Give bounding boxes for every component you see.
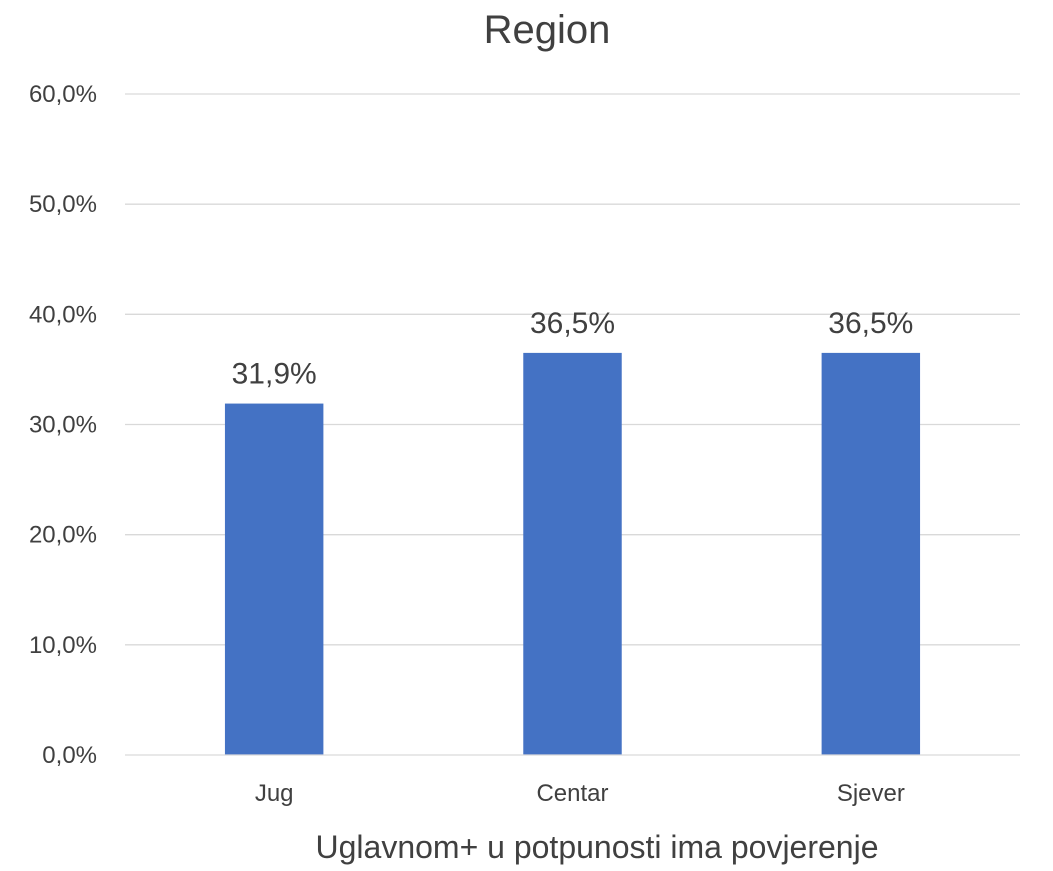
y-tick-label: 20,0%	[29, 522, 97, 549]
x-tick-label: Jug	[255, 780, 294, 807]
y-tick-label: 60,0%	[29, 81, 97, 108]
chart-title: Region	[484, 8, 611, 52]
y-tick-label: 0,0%	[42, 742, 97, 769]
y-tick-label: 50,0%	[29, 191, 97, 218]
y-tick-label: 30,0%	[29, 412, 97, 439]
bar	[821, 352, 921, 755]
data-label: 31,9%	[232, 358, 317, 391]
bars	[224, 352, 921, 755]
x-axis-label: Uglavnom+ u potpunosti ima povjerenje	[316, 829, 879, 865]
y-axis-ticks: 0,0% 10,0% 20,0% 30,0% 40,0% 50,0% 60,0%	[29, 81, 97, 769]
y-tick-label: 40,0%	[29, 301, 97, 328]
data-label: 36,5%	[828, 307, 913, 340]
x-axis-ticks: Jug Centar Sjever	[255, 780, 905, 807]
y-tick-label: 10,0%	[29, 632, 97, 659]
bar	[523, 352, 622, 755]
data-labels: 31,9% 36,5% 36,5%	[232, 307, 914, 391]
bar	[224, 403, 324, 755]
x-tick-label: Sjever	[837, 780, 905, 807]
x-tick-label: Centar	[536, 780, 608, 807]
data-label: 36,5%	[530, 307, 615, 340]
